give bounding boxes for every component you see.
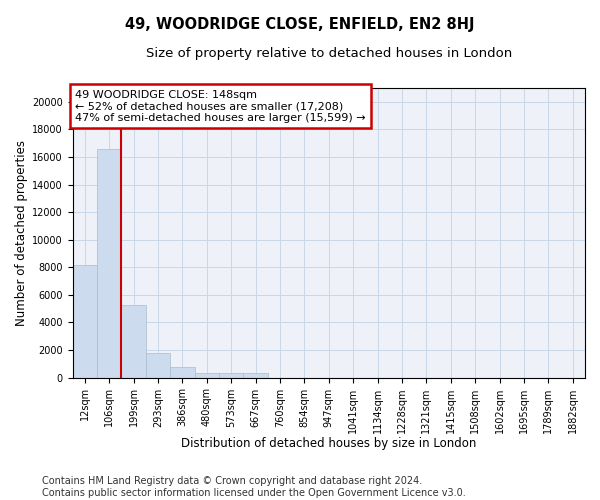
- Bar: [219, 374, 244, 378]
- X-axis label: Distribution of detached houses by size in London: Distribution of detached houses by size …: [181, 437, 476, 450]
- Bar: [146, 353, 170, 378]
- Bar: [121, 304, 146, 378]
- Text: 49, WOODRIDGE CLOSE, ENFIELD, EN2 8HJ: 49, WOODRIDGE CLOSE, ENFIELD, EN2 8HJ: [125, 18, 475, 32]
- Bar: [244, 374, 268, 378]
- Bar: [194, 373, 219, 378]
- Text: 49 WOODRIDGE CLOSE: 148sqm
← 52% of detached houses are smaller (17,208)
47% of : 49 WOODRIDGE CLOSE: 148sqm ← 52% of deta…: [75, 90, 366, 122]
- Title: Size of property relative to detached houses in London: Size of property relative to detached ho…: [146, 48, 512, 60]
- Text: Contains HM Land Registry data © Crown copyright and database right 2024.
Contai: Contains HM Land Registry data © Crown c…: [42, 476, 466, 498]
- Bar: [170, 366, 194, 378]
- Bar: [73, 264, 97, 378]
- Bar: [97, 148, 121, 378]
- Y-axis label: Number of detached properties: Number of detached properties: [15, 140, 28, 326]
